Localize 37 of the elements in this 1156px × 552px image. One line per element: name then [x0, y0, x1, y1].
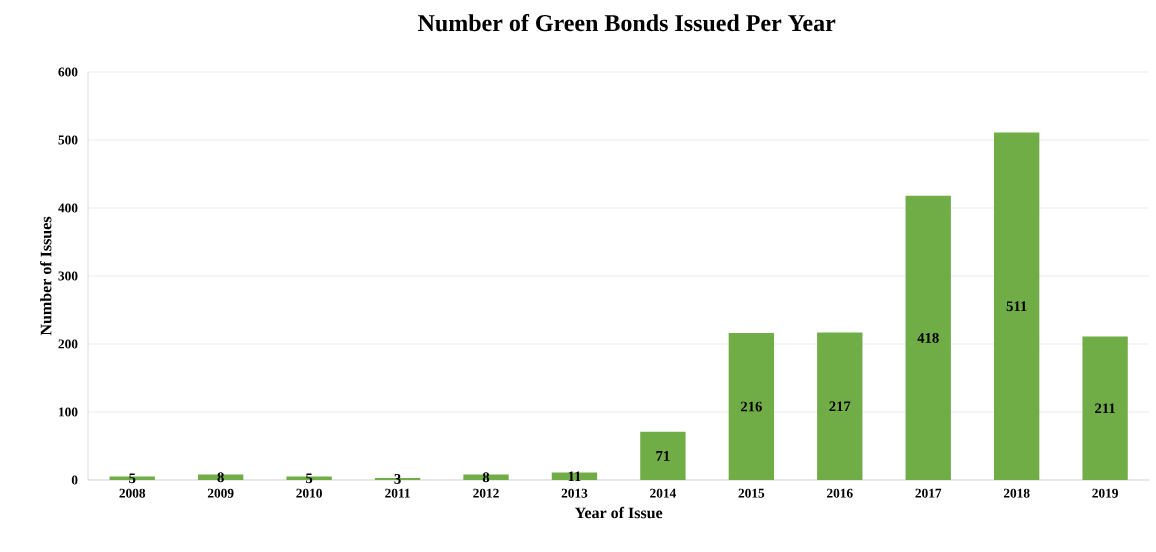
x-tick-label: 2017 — [915, 488, 942, 498]
x-tick-label: 2008 — [119, 488, 146, 498]
x-tick-label: 2009 — [207, 488, 234, 498]
bar — [728, 333, 775, 480]
x-tick-label: 2016 — [827, 488, 853, 498]
data-label: 216 — [740, 401, 762, 412]
x-tick-label: 2013 — [561, 488, 588, 498]
y-tick-label: 500 — [58, 135, 78, 145]
data-label: 217 — [829, 401, 851, 412]
y-tick-label: 0 — [71, 475, 78, 485]
x-tick-label: 2014 — [650, 488, 676, 498]
bar — [994, 132, 1040, 480]
data-label: 71 — [656, 451, 670, 461]
y-tick-label: 400 — [58, 203, 78, 213]
y-tick-label: 300 — [58, 271, 78, 281]
data-label: 8 — [482, 472, 490, 483]
data-label: 11 — [568, 471, 581, 482]
data-label: 211 — [1095, 403, 1115, 414]
y-tick-label: 100 — [59, 407, 78, 417]
data-label: 418 — [917, 332, 939, 343]
x-tick-label: 2011 — [385, 488, 410, 498]
bar — [905, 195, 951, 480]
y-tick-label: 600 — [58, 67, 78, 77]
bar — [640, 431, 686, 480]
data-label: 8 — [217, 472, 224, 483]
x-tick-label: 2012 — [473, 488, 499, 498]
chart-title: Number of Green Bonds Issued Per Year — [418, 14, 836, 32]
x-tick-label: 2019 — [1092, 488, 1118, 498]
bar — [817, 332, 863, 480]
bar — [1082, 336, 1128, 480]
y-axis-title: Number of Issues — [40, 216, 52, 336]
data-label: 511 — [1006, 301, 1027, 312]
x-tick-label: 2015 — [738, 488, 765, 498]
x-tick-label: 2010 — [296, 488, 322, 498]
x-tick-label: 2018 — [1003, 488, 1030, 498]
x-axis-title: Year of Issue — [574, 506, 663, 519]
y-tick-label: 200 — [58, 339, 78, 349]
